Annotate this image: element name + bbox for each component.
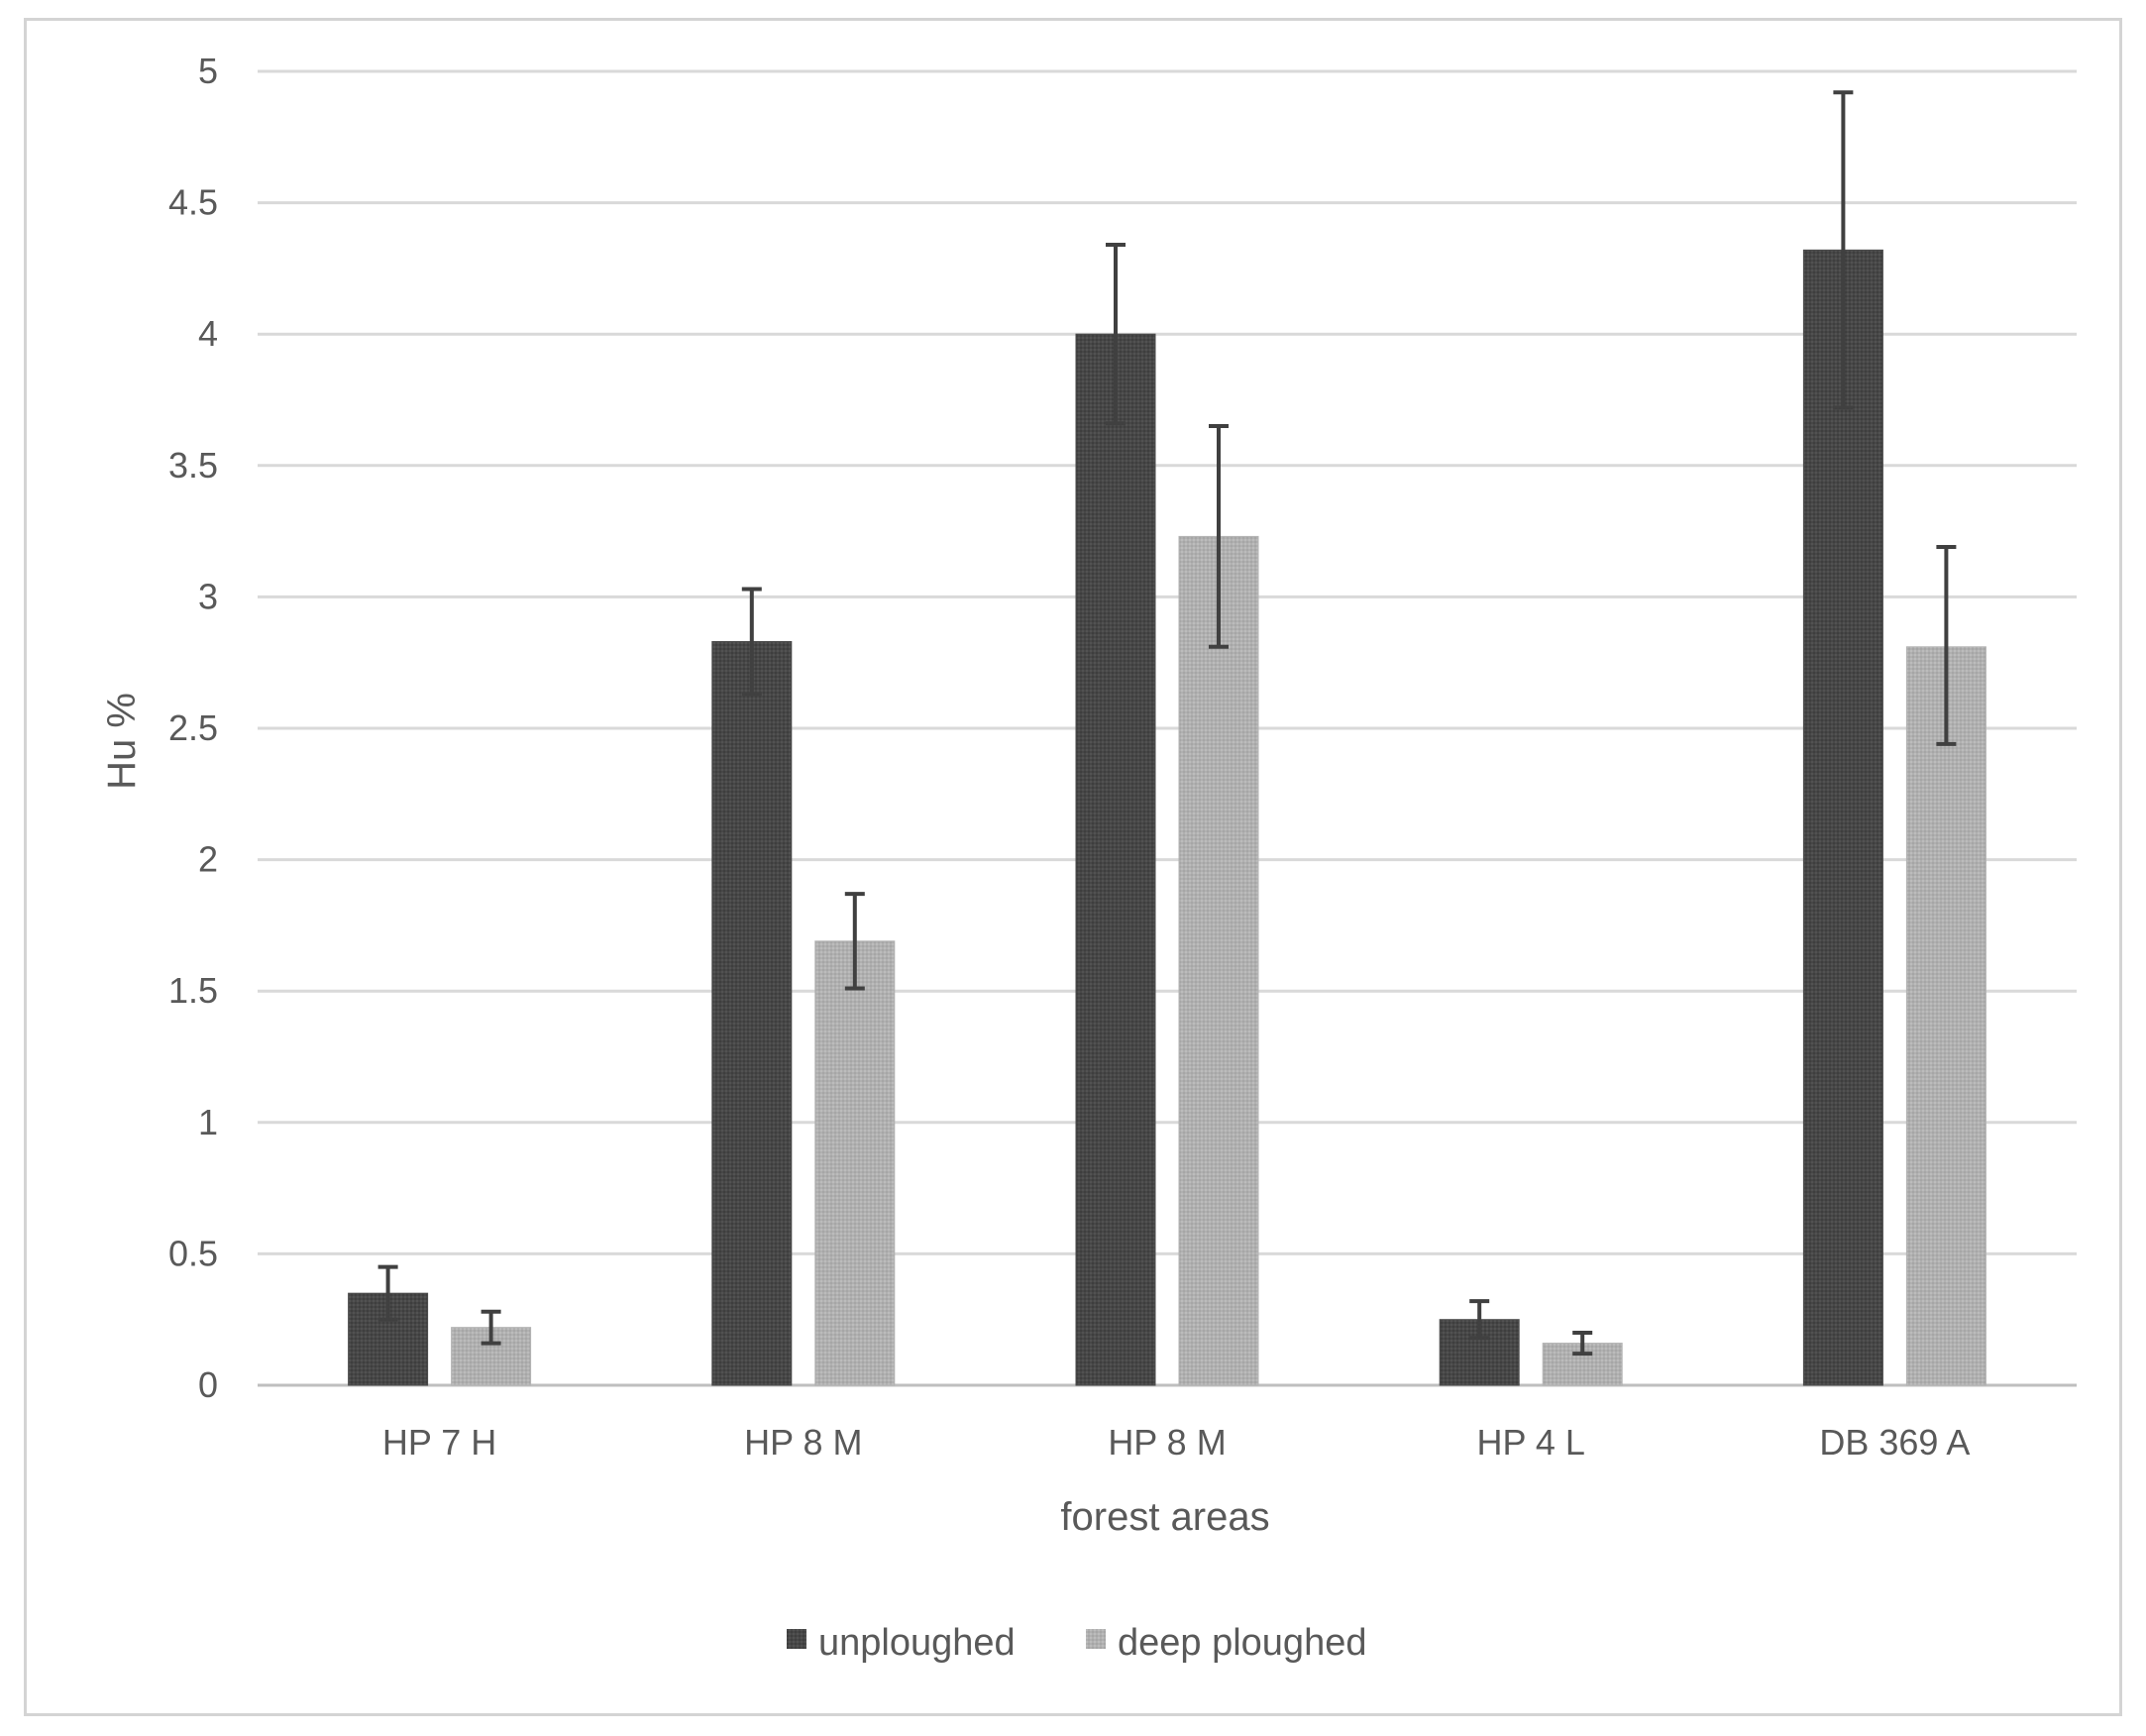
error-bar-unploughed-3 (1469, 1299, 1490, 1341)
error-bar-unploughed-0 (377, 1264, 398, 1322)
y-tick-label: 0 (198, 1364, 218, 1405)
y-tick-label: 1 (198, 1102, 218, 1142)
y-tick-label: 3.5 (168, 445, 218, 486)
x-axis-title: forest areas (1060, 1495, 1269, 1539)
y-tick-label: 1.5 (168, 970, 218, 1011)
error-bar-unploughed-1 (741, 587, 762, 697)
error-bar-unploughed-2 (1106, 243, 1126, 426)
y-tick-label: 0.5 (168, 1233, 218, 1273)
x-category-label: HP 7 H (382, 1422, 496, 1463)
legend-swatch-unploughed (787, 1629, 806, 1649)
x-category-label: HP 8 M (1108, 1422, 1226, 1463)
y-tick-label: 2 (198, 839, 218, 880)
error-bar-deep-ploughed-3 (1572, 1330, 1593, 1356)
error-bar-deep-ploughed-4 (1936, 545, 1957, 746)
legend-label-deep-ploughed: deep ploughed (1118, 1622, 1366, 1664)
gridlines (258, 69, 2077, 1387)
legend-swatch-deep-ploughed (1086, 1629, 1106, 1649)
error-bars (377, 90, 1957, 1356)
y-tick-label: 4 (198, 313, 218, 354)
error-bar-deep-ploughed-1 (844, 892, 865, 991)
y-tick-label: 2.5 (168, 707, 218, 748)
y-axis-ticks: 0 0.5 1 1.5 2 2.5 3 3.5 4 4.5 5 (168, 51, 218, 1405)
bar-unploughed-4 (1802, 249, 1883, 1386)
bar-unploughed-2 (1075, 333, 1156, 1386)
bar-deep-ploughed-2 (1178, 535, 1259, 1386)
bars (348, 249, 1986, 1386)
error-bar-deep-ploughed-0 (481, 1309, 501, 1346)
x-category-label: HP 4 L (1476, 1422, 1584, 1463)
y-tick-label: 3 (198, 576, 218, 616)
x-category-label: DB 369 A (1819, 1422, 1970, 1463)
bar-unploughed-1 (711, 640, 793, 1386)
bar-deep-ploughed-1 (814, 940, 896, 1386)
x-category-label: HP 8 M (744, 1422, 862, 1463)
error-bar-unploughed-4 (1833, 90, 1854, 410)
y-tick-label: 5 (198, 51, 218, 91)
y-tick-label: 4.5 (168, 182, 218, 223)
x-axis-categories: HP 7 H HP 8 M HP 8 M HP 4 L DB 369 A (382, 1422, 1971, 1463)
chart-frame (24, 18, 2122, 1716)
legend-label-unploughed: unploughed (818, 1622, 1016, 1664)
legend: unploughed deep ploughed (787, 1622, 1366, 1664)
error-bar-deep-ploughed-2 (1209, 424, 1229, 649)
y-axis-title: Hu % (100, 693, 144, 790)
bar-deep-ploughed-4 (1905, 646, 1986, 1386)
